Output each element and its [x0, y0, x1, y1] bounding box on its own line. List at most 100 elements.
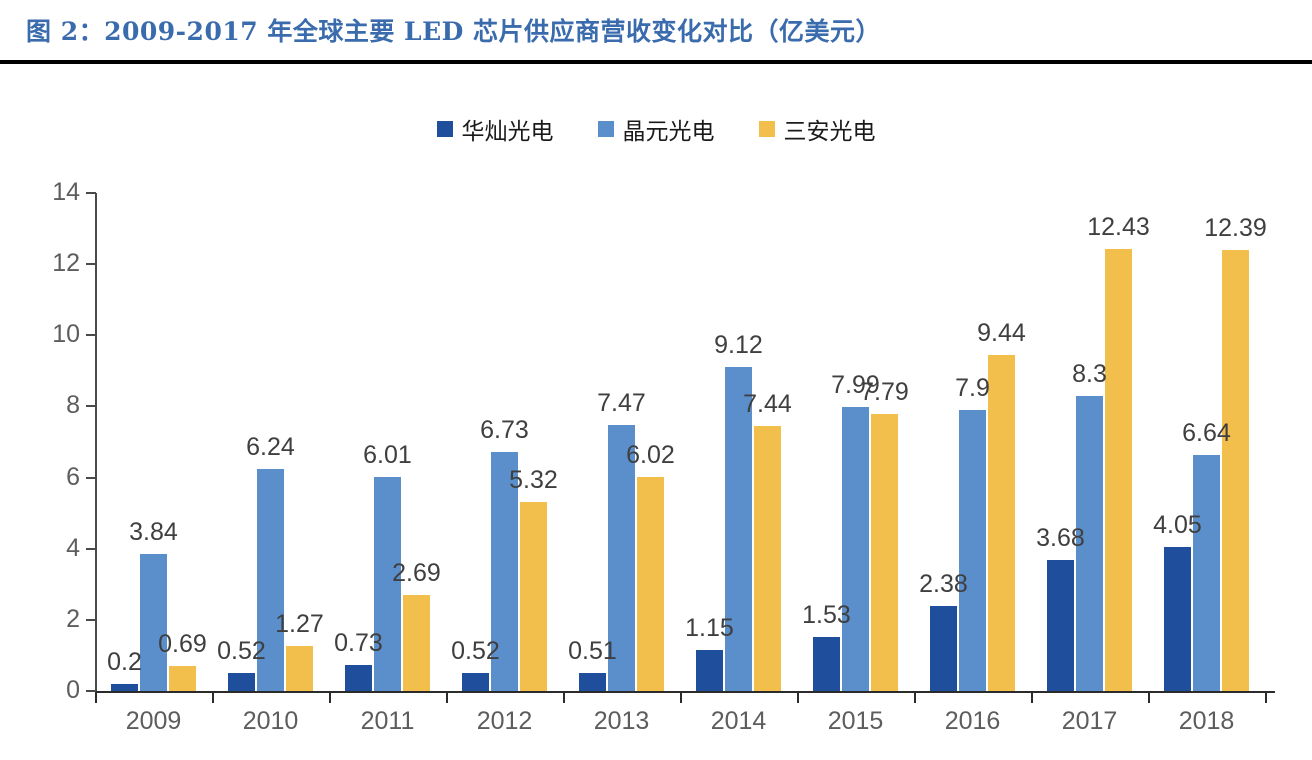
bar-2016-series2[interactable]: [959, 410, 986, 691]
bar-2017-series1[interactable]: [1047, 560, 1074, 691]
x-tick-label-2012: 2012: [476, 707, 533, 735]
x-tick-mark: [1031, 693, 1033, 703]
legend-item-3[interactable]: 三安光电: [758, 112, 876, 146]
bar-value-label-2014-series2: 9.12: [714, 330, 763, 359]
bar-value-label-2014-series1: 1.15: [685, 614, 734, 643]
bar-value-label-2016-series3: 9.44: [977, 319, 1026, 348]
x-tick-mark: [680, 693, 682, 703]
x-tick-label-2014: 2014: [710, 707, 767, 735]
y-tick-mark: [86, 690, 96, 692]
bar-2014-series1[interactable]: [696, 650, 723, 691]
legend-item-1[interactable]: 华灿光电: [436, 112, 554, 146]
y-tick-label: 4: [66, 533, 80, 562]
x-tick-mark: [1148, 693, 1150, 703]
bar-2017-series3[interactable]: [1105, 248, 1132, 691]
bar-2014-series2[interactable]: [725, 366, 752, 691]
bar-2015-series3[interactable]: [871, 413, 898, 691]
bar-value-label-2014-series3: 7.44: [743, 390, 792, 419]
x-axis-line: [95, 691, 1275, 693]
bar-value-label-2011-series1: 0.73: [334, 629, 383, 658]
y-tick-label: 8: [66, 391, 80, 420]
bar-2012-series3[interactable]: [520, 501, 547, 691]
bar-2015-series1[interactable]: [813, 636, 840, 691]
y-tick-label: 2: [66, 604, 80, 633]
bar-value-label-2018-series2: 6.64: [1182, 418, 1231, 447]
x-tick-mark: [1265, 693, 1267, 703]
bar-2011-series1[interactable]: [345, 665, 372, 691]
title-divider: [0, 60, 1312, 64]
bar-value-label-2018-series1: 4.05: [1153, 510, 1202, 539]
bar-2010-series2[interactable]: [257, 469, 284, 691]
bar-value-label-2010-series2: 6.24: [246, 433, 295, 462]
x-tick-label-2009: 2009: [125, 707, 182, 735]
legend-item-2[interactable]: 晶元光电: [597, 112, 715, 146]
y-tick-mark: [86, 192, 96, 194]
legend-item-label: 三安光电: [783, 119, 876, 145]
bar-value-label-2017-series2: 8.3: [1072, 359, 1107, 388]
bar-value-label-2010-series1: 0.52: [217, 636, 266, 665]
bar-2016-series3[interactable]: [988, 355, 1015, 691]
bar-2017-series2[interactable]: [1076, 395, 1103, 691]
legend-swatch-icon: [597, 121, 614, 137]
x-tick-mark: [95, 693, 97, 703]
bar-2018-series3[interactable]: [1222, 250, 1249, 691]
bar-value-label-2013-series1: 0.51: [568, 636, 617, 665]
y-tick-label: 6: [66, 462, 80, 491]
y-tick-label: 12: [52, 249, 80, 278]
y-tick-mark: [86, 334, 96, 337]
bar-value-label-2012-series1: 0.52: [451, 636, 500, 665]
bar-value-label-2015-series3: 7.79: [860, 377, 909, 406]
bar-value-label-2012-series3: 5.32: [509, 465, 558, 494]
legend-item-label: 华灿光电: [461, 119, 554, 145]
chart-legend: 华灿光电 晶元光电 三安光电: [0, 112, 1312, 146]
bar-value-label-2013-series3: 6.02: [626, 440, 675, 469]
bar-2010-series1[interactable]: [228, 672, 255, 691]
bar-2015-series2[interactable]: [842, 406, 869, 691]
bar-2014-series3[interactable]: [754, 426, 781, 691]
bar-2013-series1[interactable]: [579, 672, 606, 691]
bar-value-label-2017-series3: 12.43: [1087, 212, 1150, 241]
bar-value-label-2017-series1: 3.68: [1036, 524, 1085, 553]
y-tick-mark: [86, 618, 96, 621]
y-tick-label: 0: [66, 676, 80, 704]
bar-value-label-2012-series2: 6.73: [480, 415, 529, 444]
x-tick-mark: [563, 693, 565, 703]
bar-2009-series3[interactable]: [169, 666, 196, 691]
bar-value-label-2010-series3: 1.27: [275, 609, 324, 638]
y-tick-label: 10: [52, 320, 80, 349]
x-tick-label-2016: 2016: [944, 707, 1001, 735]
bar-value-label-2009-series2: 3.84: [129, 518, 178, 547]
figure-header: 图 2：2009-2017 年全球主要 LED 芯片供应商营收变化对比（亿美元）: [0, 0, 1312, 64]
bar-value-label-2011-series3: 2.69: [392, 559, 441, 588]
bar-value-label-2009-series3: 0.69: [158, 630, 207, 659]
x-tick-mark: [914, 693, 916, 703]
bar-2009-series1[interactable]: [111, 683, 138, 691]
bar-2013-series2[interactable]: [608, 425, 635, 691]
x-tick-mark: [797, 693, 799, 703]
bar-2013-series3[interactable]: [637, 476, 664, 691]
y-tick-mark: [86, 476, 96, 479]
bar-2010-series3[interactable]: [286, 645, 313, 691]
bar-value-label-2018-series3: 12.39: [1204, 214, 1267, 243]
bar-value-label-2016-series1: 2.38: [919, 570, 968, 599]
y-tick-mark: [86, 547, 96, 550]
bar-value-label-2013-series2: 7.47: [597, 389, 646, 418]
x-tick-mark: [212, 693, 214, 703]
y-tick-label: 14: [52, 178, 80, 206]
x-tick-label-2018: 2018: [1178, 707, 1235, 735]
bar-2018-series2[interactable]: [1193, 454, 1220, 691]
x-tick-label-2010: 2010: [242, 707, 299, 735]
bar-value-label-2011-series2: 6.01: [363, 441, 412, 470]
y-tick-mark: [86, 405, 96, 408]
bar-2012-series2[interactable]: [491, 451, 518, 691]
bar-2012-series1[interactable]: [462, 672, 489, 691]
bar-2009-series2[interactable]: [140, 554, 167, 691]
legend-swatch-icon: [758, 121, 775, 137]
y-tick-mark: [86, 263, 96, 266]
bar-2016-series1[interactable]: [930, 606, 957, 691]
bar-2011-series2[interactable]: [374, 477, 401, 691]
bar-2018-series1[interactable]: [1164, 546, 1191, 691]
bar-value-label-2016-series2: 7.9: [955, 373, 990, 402]
bar-2011-series3[interactable]: [403, 595, 430, 691]
